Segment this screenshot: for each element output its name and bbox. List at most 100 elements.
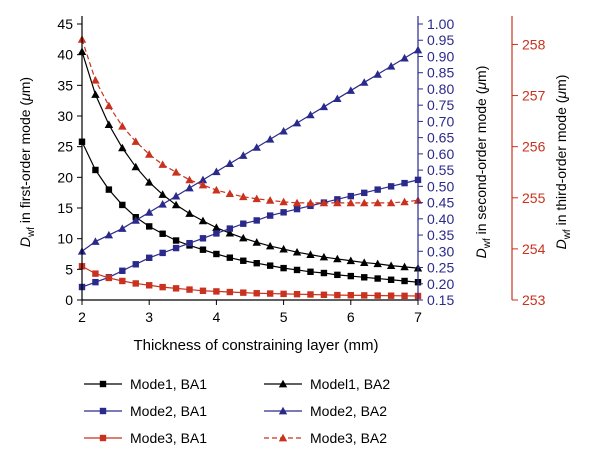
data-point xyxy=(132,261,139,268)
series-line xyxy=(81,39,419,204)
right2-axis-label-label-sub: wf xyxy=(562,229,573,240)
data-point xyxy=(105,274,113,282)
data-point xyxy=(265,241,275,250)
data-point xyxy=(361,292,368,299)
left-axis-label-label-sub: wf xyxy=(26,227,37,238)
data-point xyxy=(280,290,287,298)
data-point xyxy=(319,198,329,207)
data-point xyxy=(186,286,193,293)
right1-tick-label: 0.20 xyxy=(427,276,454,292)
data-point xyxy=(132,280,139,287)
data-point xyxy=(225,228,235,237)
data-point xyxy=(91,90,100,98)
data-point xyxy=(105,186,113,193)
series-line xyxy=(81,265,419,297)
data-point xyxy=(239,151,248,159)
legend-label: Mode1, BA1 xyxy=(130,376,207,392)
right1-axis-label-label-unit: μ xyxy=(473,82,489,91)
legend-swatch-marker xyxy=(99,434,107,442)
data-point xyxy=(158,190,167,198)
legend-label: Mode3, BA2 xyxy=(310,430,387,446)
data-point xyxy=(252,238,261,246)
x-tick-label: 5 xyxy=(280,309,288,325)
right1-tick-label: 0.25 xyxy=(427,260,454,276)
series-6 xyxy=(77,35,423,207)
data-point xyxy=(279,197,288,206)
data-point xyxy=(373,70,382,78)
right1-axis-label-label-main: D xyxy=(473,248,489,258)
legend-item-2: Model1, BA2 xyxy=(264,376,390,392)
data-point xyxy=(212,185,221,194)
plot-area xyxy=(77,35,423,300)
data-point xyxy=(386,62,396,70)
data-point xyxy=(360,78,369,86)
data-point xyxy=(387,292,395,299)
data-point xyxy=(253,217,260,224)
data-point xyxy=(386,198,396,207)
right1-axis-label: Dwf in second-order mode (μm) xyxy=(473,66,493,259)
right2-tick-label: 257 xyxy=(522,88,546,104)
series-5 xyxy=(78,263,422,300)
data-point xyxy=(266,262,274,269)
data-point xyxy=(373,198,382,207)
left-tick-label: 40 xyxy=(57,47,73,63)
data-point xyxy=(252,143,261,151)
data-point xyxy=(198,216,208,225)
right1-tick-label: 0.80 xyxy=(427,81,454,97)
right1-tick-label: 0.85 xyxy=(427,65,454,81)
x-tick-label: 2 xyxy=(78,309,86,325)
data-point xyxy=(292,198,302,207)
data-point xyxy=(293,205,301,213)
data-point xyxy=(119,277,126,285)
right2-axis-label-label-end: m) xyxy=(553,75,569,91)
left-tick-label: 15 xyxy=(57,200,73,216)
left-tick-label: 30 xyxy=(57,108,73,124)
data-point xyxy=(118,143,127,152)
right1-tick-label: 0.45 xyxy=(427,195,454,211)
right2-tick-label: 254 xyxy=(522,241,546,257)
data-point xyxy=(199,246,207,253)
right1-axis-label-label-sub: wf xyxy=(482,238,493,249)
legend-label: Model1, BA2 xyxy=(310,376,390,392)
data-point xyxy=(292,247,302,256)
data-point xyxy=(387,276,395,283)
data-point xyxy=(171,168,181,176)
data-point xyxy=(293,290,301,298)
series-2 xyxy=(77,47,423,272)
data-point xyxy=(131,216,140,224)
right2-tick-label: 258 xyxy=(522,36,546,52)
data-point xyxy=(172,237,180,244)
data-point xyxy=(374,275,381,282)
data-point xyxy=(319,102,329,111)
data-point xyxy=(158,200,167,208)
data-point xyxy=(334,291,341,299)
data-point xyxy=(159,230,166,237)
right2-axis-label-label-rest: in third-order mode ( xyxy=(553,98,569,229)
data-point xyxy=(347,192,354,200)
data-point xyxy=(185,175,194,184)
data-point xyxy=(131,137,140,145)
data-point xyxy=(347,292,354,299)
left-tick-label: 5 xyxy=(65,261,73,277)
data-point xyxy=(239,233,248,242)
right1-tick-label: 0.30 xyxy=(427,243,454,259)
data-point xyxy=(225,189,235,198)
data-point xyxy=(119,201,126,209)
data-point xyxy=(226,254,234,261)
data-point xyxy=(92,278,99,286)
legend: Mode1, BA1 Model1, BA2 Mode2, BA1 Mode2, BA… xyxy=(84,376,390,446)
data-point xyxy=(92,270,99,277)
data-point xyxy=(333,198,342,207)
series-line xyxy=(81,51,419,269)
series-4 xyxy=(77,45,423,255)
right1-tick-label: 0.65 xyxy=(427,130,454,146)
left-tick-label: 10 xyxy=(57,231,73,247)
left-axis-label-label-end: m) xyxy=(17,77,33,93)
data-point xyxy=(374,292,381,299)
legend-label: Mode3, BA1 xyxy=(130,430,207,446)
data-point xyxy=(199,235,207,242)
data-point xyxy=(212,167,221,176)
legend-item-4: Mode2, BA2 xyxy=(264,403,387,419)
left-tick-label: 35 xyxy=(57,77,73,93)
